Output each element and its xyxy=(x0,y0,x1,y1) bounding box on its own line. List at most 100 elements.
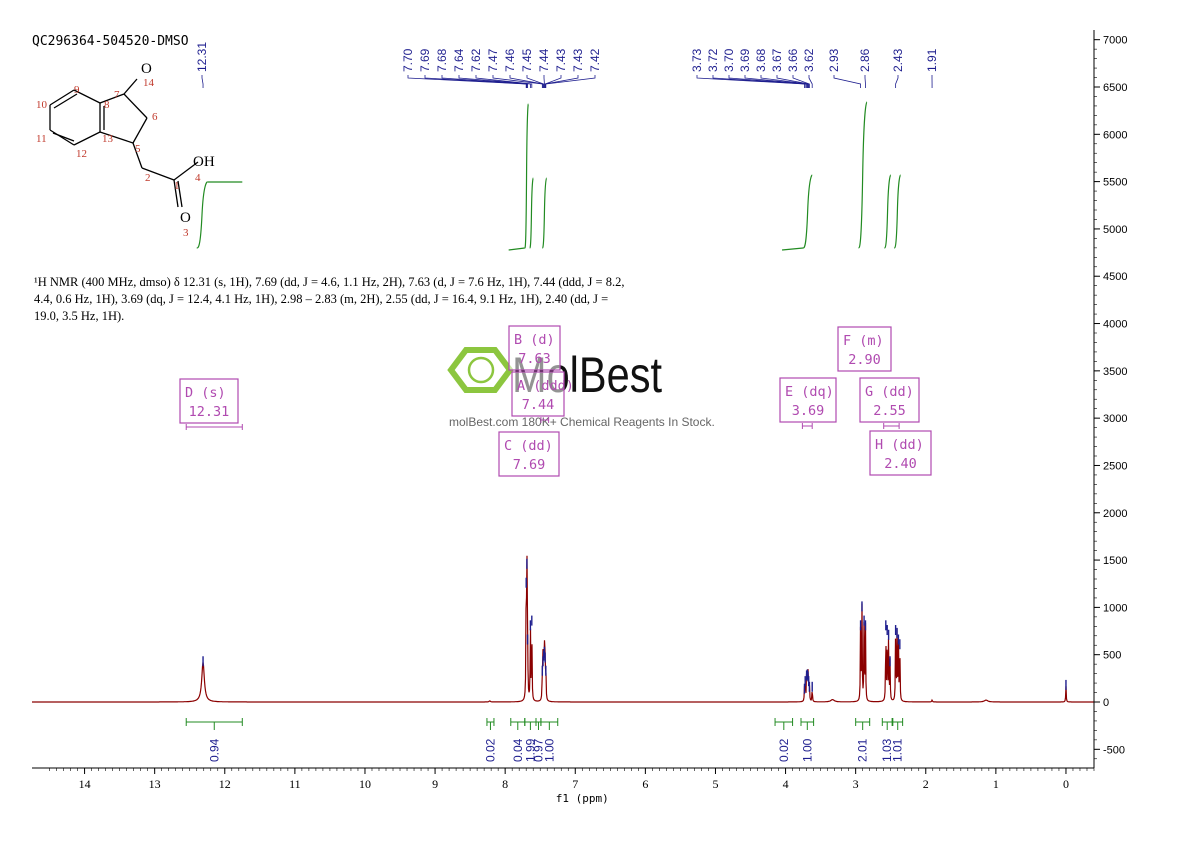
spectrum-trace xyxy=(32,555,1094,703)
multiplet-label: B (d) xyxy=(514,332,555,348)
atom-12: 12 xyxy=(76,148,87,160)
x-tick-label: 0 xyxy=(1063,777,1069,791)
multiplet-shift: 2.40 xyxy=(884,456,917,472)
peak-label-leader xyxy=(833,75,861,88)
atom-o-bottom: O xyxy=(180,210,191,226)
integral-curve-base xyxy=(508,247,525,251)
peak-shift-label: 3.66 xyxy=(786,48,800,72)
y-tick-label: 2500 xyxy=(1103,460,1127,472)
atom-2: 2 xyxy=(145,172,151,184)
peak-shift-label: 2.93 xyxy=(827,48,841,72)
multiplet-box xyxy=(511,371,565,417)
peak-label-leader xyxy=(201,75,204,88)
multiplet-box xyxy=(498,431,560,477)
peak-shift-label: 12.31 xyxy=(195,42,209,72)
x-tick-label: 5 xyxy=(712,777,718,791)
peak-shift-label: 2.86 xyxy=(858,48,872,72)
y-tick-label: 1500 xyxy=(1103,555,1127,567)
peak-shift-label: 7.62 xyxy=(469,48,483,72)
peak-labels: 12.31 7.70 7.69 7.68 7.64 7.62 7.47 7.46 7.45 7.4… xyxy=(195,42,939,88)
multiplet-box xyxy=(859,377,920,423)
peak-shift-label: 3.70 xyxy=(722,48,736,72)
y-tick-label: 6500 xyxy=(1103,82,1127,94)
atom-14: 14 xyxy=(143,77,155,89)
atom-3: 3 xyxy=(183,227,189,239)
peak-label-leader xyxy=(424,75,528,88)
integral-curve-3-69 xyxy=(803,174,813,249)
peak-label-leader xyxy=(744,75,808,88)
y-tick-label: 3500 xyxy=(1103,366,1127,378)
integral-value: 0.97 xyxy=(531,738,545,762)
y-tick-label: 6000 xyxy=(1103,129,1127,141)
atom-7: 7 xyxy=(114,89,120,101)
y-tick-label: 4500 xyxy=(1103,271,1127,283)
atom-5: 5 xyxy=(135,143,141,155)
integral-value: 1.99 xyxy=(523,738,537,762)
peak-shift-label: 3.68 xyxy=(754,48,768,72)
peak-label-leader xyxy=(544,75,579,88)
multiplet-shift: 7.69 xyxy=(513,457,546,473)
peak-shift-label: 3.67 xyxy=(770,48,784,72)
y-tick-label: 500 xyxy=(1103,650,1121,662)
y-tick-label: 5000 xyxy=(1103,224,1127,236)
multiplet-label: D (s) xyxy=(185,385,226,401)
peak-shift-label: 7.44 xyxy=(537,48,551,72)
x-tick-label: 14 xyxy=(79,777,91,791)
molecule-atom-labels: O 14 7 9 8 10 6 13 11 5 12 OH 2 4 1 O 3 xyxy=(36,61,215,239)
x-tick-label: 9 xyxy=(432,777,438,791)
y-tick-label: 7000 xyxy=(1103,35,1127,47)
peak-shift-label: 3.62 xyxy=(802,48,816,72)
x-tick-label: 3 xyxy=(853,777,859,791)
peak-label-leader xyxy=(895,75,899,88)
integral-value: 0.94 xyxy=(207,738,221,762)
atom-6: 6 xyxy=(152,111,158,123)
nmr-description: ¹H NMR (400 MHz, dmso) δ 12.31 (s, 1H), … xyxy=(34,274,634,325)
integral-value: 1.01 xyxy=(891,738,905,762)
peak-label-leader xyxy=(475,75,533,88)
sample-id: QC296364-504520-DMSO xyxy=(32,34,189,49)
peak-label-leader xyxy=(712,75,806,88)
integrals: 0.94 0.02 0.041.990.971.00 0.02 1.00 2.01 1.03… xyxy=(185,718,905,762)
integral-value: 1.03 xyxy=(880,738,894,762)
integral-value: 0.02 xyxy=(483,738,497,762)
x-tick-label: 8 xyxy=(502,777,508,791)
x-tick-label: 1 xyxy=(993,777,999,791)
peak-label-leader xyxy=(808,75,813,88)
peak-label-leader xyxy=(776,75,810,88)
atom-o-top: O xyxy=(141,61,152,77)
integral-value: 0.04 xyxy=(511,738,525,762)
multiplet-shift: 2.90 xyxy=(848,352,881,368)
peak-shift-label: 2.43 xyxy=(891,48,905,72)
peak-label-leader xyxy=(545,75,596,88)
peak-label-leader xyxy=(441,75,528,88)
multiplet-box xyxy=(837,326,892,372)
peak-shift-label: 7.45 xyxy=(520,48,534,72)
integral-curve-12-31 xyxy=(196,181,208,249)
multiplet-box xyxy=(869,430,932,476)
peak-shift-label: 7.68 xyxy=(435,48,449,72)
multiplet-shift: 7.63 xyxy=(518,351,551,367)
integral-curve-2-40 xyxy=(893,174,901,249)
peak-shift-label: 7.46 xyxy=(503,48,517,72)
multiplet-shift: 2.55 xyxy=(873,403,906,419)
peak-shift-label: 7.69 xyxy=(418,48,432,72)
peak-label-leader xyxy=(696,75,805,88)
peak-label-leader xyxy=(492,75,543,88)
peak-label-leader xyxy=(509,75,544,88)
integral-value: 0.02 xyxy=(777,738,791,762)
atom-8: 8 xyxy=(104,99,110,111)
peak-label-leader xyxy=(526,75,545,88)
integral-curves xyxy=(196,101,901,251)
integral-value: 1.00 xyxy=(800,738,814,762)
y-tick-label: 0 xyxy=(1103,697,1109,709)
peak-label-leader xyxy=(792,75,810,88)
atom-4: 4 xyxy=(195,172,201,184)
nmr-description-text: ¹H NMR (400 MHz, dmso) δ 12.31 (s, 1H), … xyxy=(34,275,625,323)
atom-1: 1 xyxy=(174,180,180,192)
integral-curve-7-69 xyxy=(524,103,529,249)
integral-value: 2.01 xyxy=(856,738,870,762)
x-tick-label: 7 xyxy=(572,777,578,791)
molecule-structure xyxy=(49,78,199,208)
molbest-logo-ring xyxy=(467,356,495,384)
